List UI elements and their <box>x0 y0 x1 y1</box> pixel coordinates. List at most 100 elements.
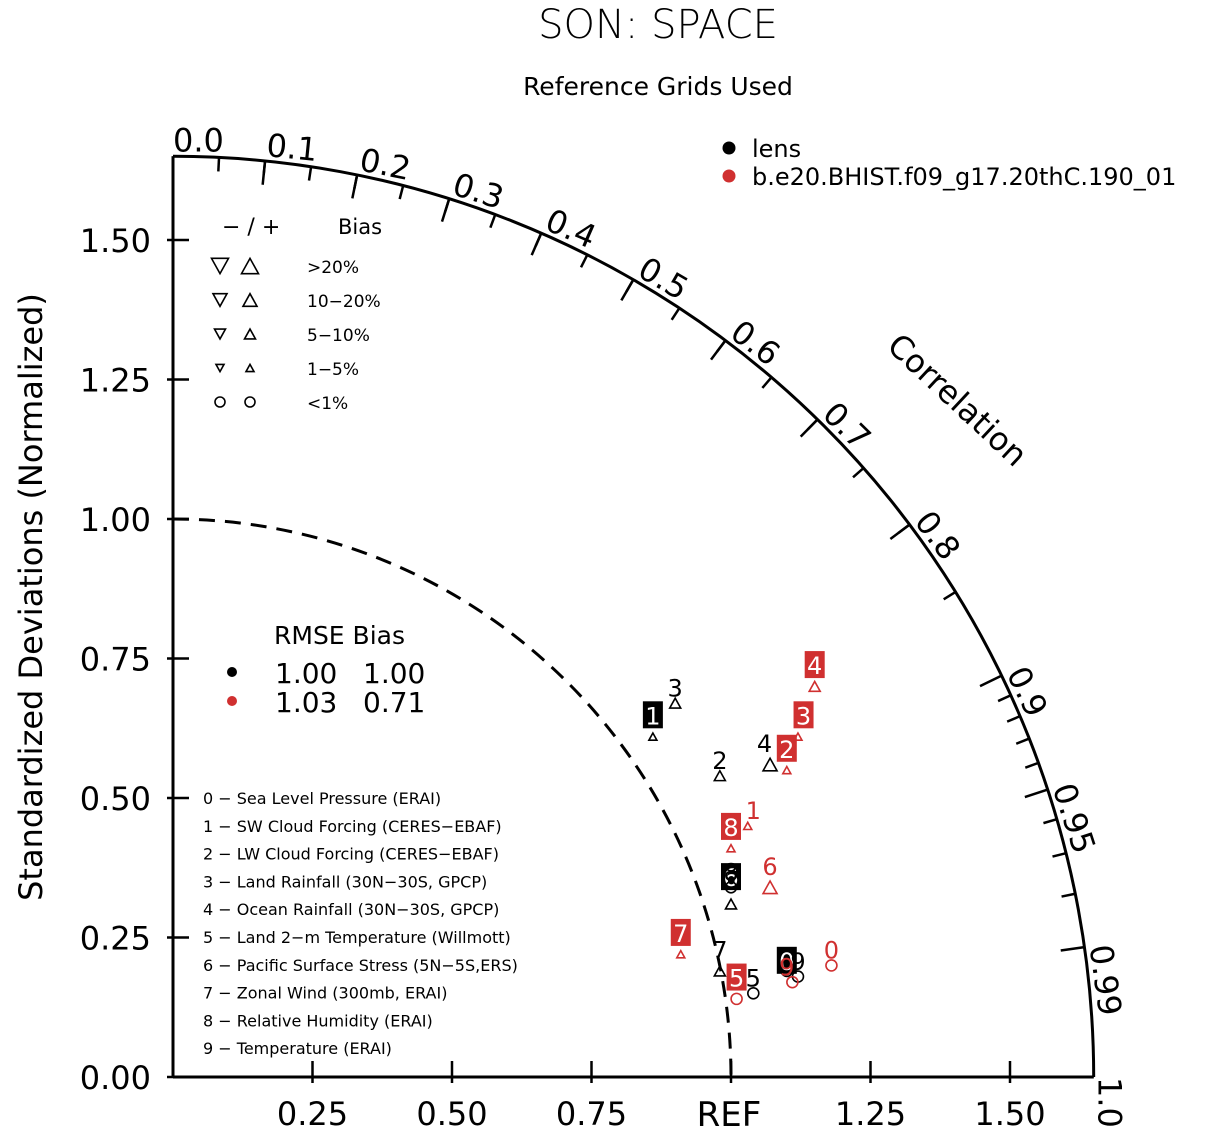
correlation-label: 0.3 <box>448 165 508 217</box>
bias-up-triangle <box>244 362 256 373</box>
bias-legend-header: Bias <box>338 215 382 239</box>
data-point-marker <box>668 696 683 709</box>
bias-legend-label: <1% <box>307 394 348 414</box>
x-axis-ref-label: REF <box>697 1095 762 1135</box>
legend-label: lens <box>752 135 801 163</box>
bias-value: 0.71 <box>363 686 425 719</box>
data-point-label: 3 <box>668 674 683 702</box>
bias-down-triangle <box>213 328 227 341</box>
data-point-marker <box>647 731 659 742</box>
data-point-marker <box>724 880 738 894</box>
bias-value: 1.00 <box>363 657 425 690</box>
data-point-label: 1 <box>746 797 761 825</box>
data-point-label: 0 <box>779 948 794 976</box>
data-point-label: 7 <box>673 920 688 948</box>
chart-title: SON: SPACE <box>538 2 778 48</box>
correlation-arc <box>172 154 1096 1078</box>
data-point-label: 4 <box>757 730 772 758</box>
correlation-major-tick <box>530 232 543 256</box>
x-tick-label: 0.25 <box>277 1095 348 1133</box>
correlation-tick <box>761 376 773 389</box>
x-tick-label: 0.75 <box>556 1095 627 1133</box>
correlation-major-tick <box>1060 945 1085 952</box>
data-point-label-box <box>776 946 797 974</box>
data-point-marker <box>792 731 804 742</box>
correlation-label: 0.9 <box>999 660 1055 722</box>
correlation-tick <box>1006 715 1021 723</box>
data-point-label-box <box>793 701 814 729</box>
correlation-tick <box>489 214 497 229</box>
data-point-label: 9 <box>790 948 805 976</box>
bias-legend-label: 1−5% <box>307 360 359 380</box>
data-point-label: 5 <box>746 965 761 993</box>
correlation-tick <box>217 157 221 172</box>
correlation-label: 0.0 <box>173 121 224 159</box>
data-point-label-box <box>804 651 825 679</box>
variable-key-item: 1 − SW Cloud Forcing (CERES−EBAF) <box>203 817 502 836</box>
y-tick-label: 1.00 <box>80 501 151 539</box>
data-point-label: 7 <box>712 937 727 965</box>
correlation-major-tick <box>261 160 267 185</box>
data-point-marker <box>675 948 687 959</box>
correlation-tick <box>1061 892 1076 898</box>
data-point-marker <box>761 756 779 772</box>
reference-std-arc <box>172 517 733 1078</box>
correlation-label: 0.1 <box>265 126 319 169</box>
x-tick-label: 1.25 <box>835 1095 906 1133</box>
correlation-tick <box>1043 818 1058 825</box>
bias-legend-label: 10−20% <box>307 292 381 312</box>
y-tick-label: 0.75 <box>80 641 151 679</box>
data-point-label: 2 <box>712 747 727 775</box>
y-tick-label: 0.50 <box>80 780 151 818</box>
bias-circle <box>214 396 226 408</box>
correlation-major-tick <box>799 418 819 438</box>
y-tick-label: 1.50 <box>80 222 151 260</box>
data-point-label: 8 <box>723 814 738 842</box>
correlation-major-tick <box>979 674 1003 688</box>
variable-key-item: 2 − LW Cloud Forcing (CERES−EBAF) <box>203 845 499 864</box>
data-point-label-box <box>721 812 741 840</box>
correlation-label: 0.99 <box>1082 942 1130 1018</box>
correlation-label: 0.95 <box>1045 779 1103 859</box>
data-point-label: 0 <box>824 937 839 965</box>
y-tick-label: 0.25 <box>80 920 151 958</box>
correlation-tick <box>1052 851 1067 858</box>
rmse-value: 1.03 <box>275 686 337 719</box>
correlation-tick <box>852 467 865 479</box>
data-point-marker <box>730 992 743 1006</box>
data-point-label: 2 <box>779 736 794 764</box>
rmse-row-marker <box>227 696 237 706</box>
correlation-tick <box>1024 761 1039 769</box>
data-point-marker <box>725 842 737 853</box>
axes-layer: 0.000.250.500.751.001.251.500.25 0.50 0.75… <box>80 121 1129 1133</box>
chart-subtitle: Reference Grids Used <box>523 72 793 101</box>
data-point-marker <box>724 897 738 910</box>
correlation-major-tick <box>620 279 635 302</box>
correlation-major-tick <box>351 174 359 199</box>
bias-down-triangle <box>211 292 229 308</box>
data-point-label-box <box>721 863 741 891</box>
data-point-label: 1 <box>645 702 660 730</box>
data-point-label: 5 <box>729 965 744 993</box>
data-point-marker <box>825 959 838 972</box>
data-point-marker <box>742 820 754 831</box>
correlation-tick <box>1015 737 1030 745</box>
y-axis-label: Standardized Deviations (Normalized) <box>12 293 50 901</box>
correlation-label: 1.0 <box>1091 1077 1129 1128</box>
variable-key-item: 3 − Land Rainfall (30N−30S, GPCP) <box>203 872 487 891</box>
correlation-tick <box>398 185 405 200</box>
correlation-label: 0.4 <box>540 201 602 256</box>
data-point-label: 3 <box>796 702 811 730</box>
data-point-label-box <box>642 701 663 729</box>
rmse-table-header: RMSE Bias <box>274 621 405 650</box>
bias-up-triangle <box>240 256 260 275</box>
legend-marker <box>722 141 736 155</box>
correlation-label: 0.2 <box>357 141 414 188</box>
data-point-label: 8 <box>723 859 738 887</box>
data-point-marker <box>807 679 822 693</box>
correlation-label: 0.8 <box>907 504 968 568</box>
variable-key-item: 9 − Temperature (ERAI) <box>203 1039 392 1058</box>
bias-up-triangle <box>241 292 259 308</box>
